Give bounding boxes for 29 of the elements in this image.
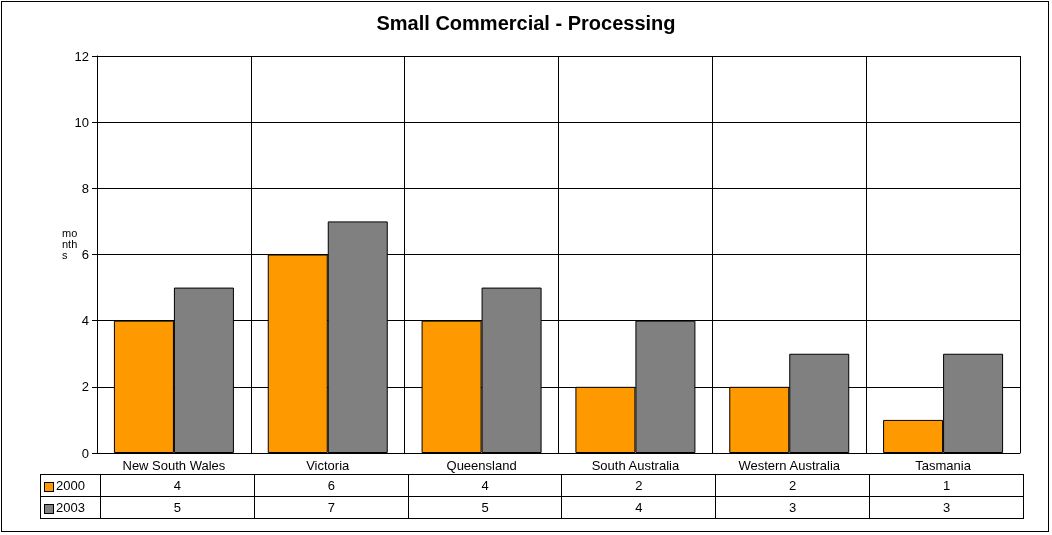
x-tick-label: South Australia bbox=[591, 458, 680, 473]
x-tick-label: New South Wales bbox=[122, 458, 226, 473]
data-label: 3 bbox=[715, 496, 870, 519]
data-label: 7 bbox=[254, 496, 409, 519]
y-tick-label: 4 bbox=[81, 313, 89, 329]
x-tick-label: Tasmania bbox=[915, 458, 972, 473]
data-label: 5 bbox=[100, 496, 255, 519]
legend-label: 2000 bbox=[40, 474, 101, 497]
data-label: 4 bbox=[561, 496, 716, 519]
data-label: 4 bbox=[408, 474, 562, 497]
data-label: 6 bbox=[254, 474, 409, 497]
data-label: 5 bbox=[408, 496, 562, 519]
y-tick-label: 8 bbox=[81, 180, 89, 196]
data-label: 2 bbox=[561, 474, 716, 497]
x-tick-label: Western Australia bbox=[738, 458, 841, 473]
y-axis-title: months bbox=[62, 227, 79, 261]
data-label: 1 bbox=[869, 474, 1024, 497]
y-tick-label: 2 bbox=[81, 379, 89, 395]
x-tick-label: Queensland bbox=[446, 458, 517, 473]
y-tick-label: 6 bbox=[81, 247, 89, 262]
data-label: 2 bbox=[715, 474, 870, 497]
y-tick-label: 12 bbox=[74, 48, 89, 64]
x-tick-label: Victoria bbox=[306, 458, 351, 473]
legend-label: 2003 bbox=[40, 496, 101, 519]
y-tick-label: 0 bbox=[81, 445, 89, 461]
data-label: 3 bbox=[869, 496, 1024, 519]
y-tick-label: 10 bbox=[74, 114, 89, 130]
chart-title: Small Commercial - Processing bbox=[376, 12, 676, 34]
data-label: 4 bbox=[100, 474, 255, 497]
